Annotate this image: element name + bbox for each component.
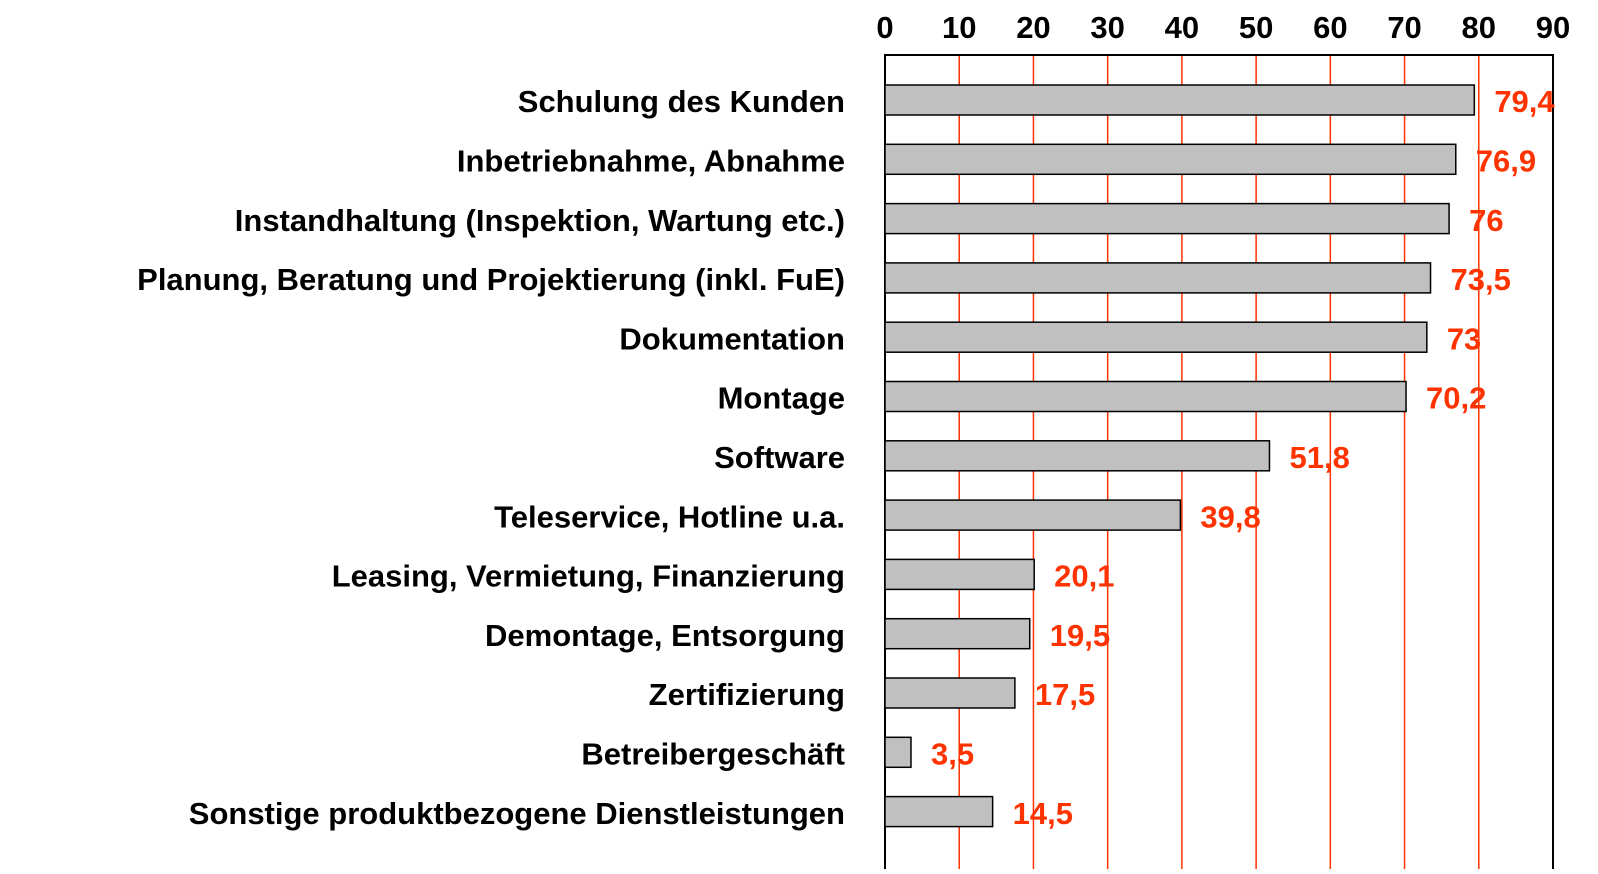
bar: [884, 617, 1031, 650]
x-tick-label: 0: [876, 10, 893, 45]
x-tick-label: 60: [1313, 10, 1347, 45]
category-label: Software: [714, 440, 845, 475]
x-tick-label: 40: [1165, 10, 1199, 45]
value-label: 14,5: [1013, 796, 1073, 831]
value-label: 73,5: [1451, 262, 1511, 297]
x-tick-label: 20: [1016, 10, 1050, 45]
value-label: 20,1: [1054, 559, 1114, 594]
category-label: Montage: [718, 381, 845, 416]
x-tick-label: 10: [942, 10, 976, 45]
bar: [884, 499, 1182, 531]
bar: [884, 321, 1428, 353]
value-label: 70,2: [1426, 381, 1486, 416]
category-label: Schulung des Kunden: [518, 84, 845, 119]
bar: [884, 84, 1476, 116]
category-label: Demontage, Entsorgung: [485, 618, 845, 653]
category-label: Betreibergeschäft: [581, 736, 845, 771]
x-tick-label: 80: [1462, 10, 1496, 45]
x-tick-label: 30: [1090, 10, 1124, 45]
bar: [884, 380, 1407, 413]
bar: [884, 202, 1450, 235]
bar: [884, 795, 994, 828]
value-label: 39,8: [1200, 499, 1260, 534]
value-label: 79,4: [1494, 84, 1555, 119]
bar: [884, 440, 1271, 472]
value-label: 73: [1447, 321, 1481, 356]
category-label: Instandhaltung (Inspektion, Wartung etc.…: [235, 203, 845, 238]
bar: [884, 143, 1457, 176]
bar: [884, 262, 1432, 294]
bar: [884, 736, 912, 769]
category-label: Teleservice, Hotline u.a.: [494, 499, 845, 534]
bar: [884, 677, 1016, 709]
value-label: 19,5: [1050, 618, 1110, 653]
value-label: 76,9: [1476, 143, 1536, 178]
category-label: Dokumentation: [619, 321, 845, 356]
category-label: Sonstige produktbezogene Dienstleistunge…: [189, 796, 845, 831]
category-label: Inbetriebnahme, Abnahme: [457, 143, 845, 178]
category-label: Zertifizierung: [649, 677, 845, 712]
bar: [884, 558, 1035, 591]
category-label: Leasing, Vermietung, Finanzierung: [332, 559, 845, 594]
value-label: 51,8: [1289, 440, 1349, 475]
x-tick-label: 70: [1387, 10, 1421, 45]
value-label: 76: [1469, 203, 1503, 238]
value-label: 17,5: [1035, 677, 1095, 712]
value-label: 3,5: [931, 736, 974, 771]
category-label: Planung, Beratung und Projektierung (ink…: [137, 262, 845, 297]
x-tick-label: 50: [1239, 10, 1273, 45]
x-tick-label: 90: [1536, 10, 1570, 45]
